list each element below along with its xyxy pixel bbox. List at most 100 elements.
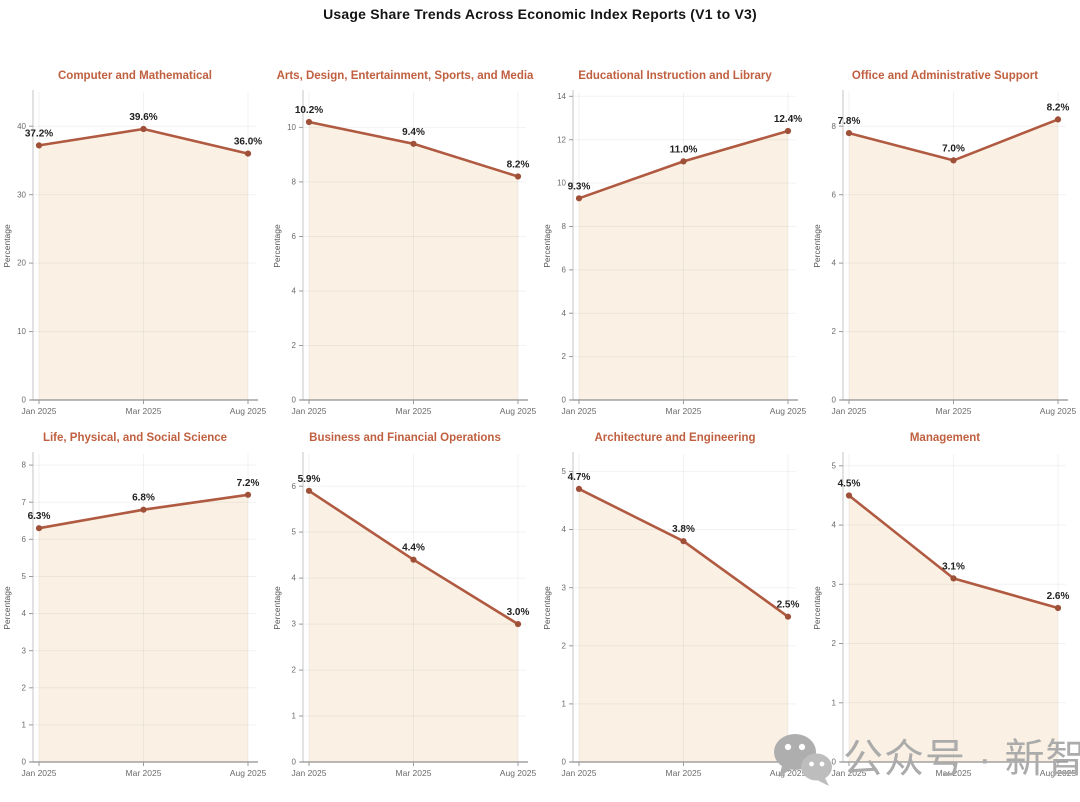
y-tick-label: 5 xyxy=(832,461,837,470)
x-tick-label: Jan 2025 xyxy=(832,406,867,416)
y-axis-label: Percentage xyxy=(542,224,552,268)
y-tick-label: 5 xyxy=(22,572,27,581)
y-tick-label: 3 xyxy=(22,646,27,655)
data-point-marker xyxy=(575,195,583,202)
subplot-plot-area: 0 10 20 30 40 Jan 2025 Mar 2025 Aug 2025 Percent… xyxy=(2,90,267,416)
data-point-label: 3.8% xyxy=(672,524,695,535)
x-tick-label: Jan 2025 xyxy=(292,406,327,416)
y-tick-label: 4 xyxy=(22,609,27,618)
x-tick-label: Jan 2025 xyxy=(562,406,597,416)
y-tick-label: 5 xyxy=(292,528,297,537)
x-tick-label: Aug 2025 xyxy=(230,406,267,416)
subplot-plot-area: 0 1 2 3 4 5 6 7 8 Jan 2025 Mar 2025 Aug 2025 Percent… xyxy=(2,452,267,778)
y-tick-label: 6 xyxy=(292,482,297,491)
y-tick-label: 8 xyxy=(832,122,837,131)
y-tick-label: 1 xyxy=(832,698,837,707)
figure-title: Usage Share Trends Across Economic Index… xyxy=(323,6,757,22)
y-axis-label: Percentage xyxy=(272,224,282,268)
y-tick-label: 0 xyxy=(562,396,567,405)
y-tick-label: 4 xyxy=(562,309,567,318)
y-tick-label: 6 xyxy=(562,265,567,274)
x-tick-label: Aug 2025 xyxy=(1040,768,1077,778)
x-tick-label: Aug 2025 xyxy=(770,768,807,778)
data-point-label: 10.2% xyxy=(295,105,323,116)
subplot-plot-area: 0 2 4 6 8 Jan 2025 Mar 2025 Aug 2025 Percentage 7… xyxy=(812,90,1076,416)
y-tick-label: 10 xyxy=(287,123,296,132)
y-tick-label: 2 xyxy=(22,683,27,692)
y-tick-label: 2 xyxy=(832,639,837,648)
y-tick-label: 2 xyxy=(562,641,567,650)
data-point-label: 9.4% xyxy=(402,127,425,138)
subplot-computer-and-mathematical: Computer and Mathematical 0 10 20 30 40 Jan 20… xyxy=(0,68,270,430)
data-point-label: 4.5% xyxy=(838,479,861,490)
y-tick-label: 6 xyxy=(832,190,837,199)
x-tick-label: Aug 2025 xyxy=(500,406,537,416)
data-point-label: 3.0% xyxy=(507,607,530,618)
data-point-label: 8.2% xyxy=(1047,102,1070,113)
subplot-title: Educational Instruction and Library xyxy=(578,70,772,82)
y-tick-label: 2 xyxy=(832,327,837,336)
x-tick-label: Aug 2025 xyxy=(230,768,267,778)
subplot-business-and-financial-operations: Business and Financial Operations 0 1 2 3 4 5 6… xyxy=(270,430,540,792)
data-point-marker xyxy=(305,487,313,494)
data-point-marker xyxy=(575,485,583,492)
y-tick-label: 1 xyxy=(562,699,567,708)
x-tick-label: Jan 2025 xyxy=(562,768,597,778)
y-tick-label: 4 xyxy=(562,525,567,534)
y-axis-label: Percentage xyxy=(272,586,282,630)
area-fill xyxy=(579,488,788,762)
subplot-architecture-and-engineering: Architecture and Engineering 0 1 2 3 4 5 Jan 20… xyxy=(540,430,810,792)
area-fill xyxy=(849,119,1058,401)
data-point-label: 9.3% xyxy=(568,181,591,192)
y-tick-label: 0 xyxy=(562,758,567,767)
subplot-title: Office and Administrative Support xyxy=(851,70,1039,82)
x-tick-label: Mar 2025 xyxy=(396,406,432,416)
y-tick-label: 30 xyxy=(17,190,26,199)
data-point-marker xyxy=(140,125,147,133)
x-tick-label: Mar 2025 xyxy=(126,406,162,416)
area-fill xyxy=(309,490,518,762)
data-point-marker xyxy=(680,538,687,545)
data-point-label: 39.6% xyxy=(129,112,157,123)
subplot-plot-area: 0 1 2 3 4 5 Jan 2025 Mar 2025 Aug 2025 Percentage… xyxy=(812,452,1077,778)
area-fill xyxy=(39,129,248,400)
data-point-marker xyxy=(784,127,792,135)
data-point-marker xyxy=(140,506,147,513)
x-tick-label: Mar 2025 xyxy=(396,768,432,778)
subplot-plot-area: 0 2 4 6 8 10 Jan 2025 Mar 2025 Aug 2025 Percentag… xyxy=(272,90,537,416)
y-tick-label: 0 xyxy=(832,396,837,405)
data-point-label: 3.1% xyxy=(942,561,965,572)
y-tick-label: 0 xyxy=(292,396,297,405)
y-axis-label: Percentage xyxy=(812,586,822,630)
y-tick-label: 7 xyxy=(22,498,27,507)
y-tick-label: 20 xyxy=(17,259,26,268)
data-point-label: 6.3% xyxy=(28,511,51,522)
subplot-title: Management xyxy=(909,432,981,444)
subplot-educational-instruction-and-library: Educational Instruction and Library 0 2 4 6 8… xyxy=(540,68,810,430)
data-point-marker xyxy=(514,173,522,180)
subplot-plot-area: 0 1 2 3 4 5 6 Jan 2025 Mar 2025 Aug 2025 Percentag… xyxy=(272,452,536,778)
area-fill xyxy=(579,131,788,400)
x-tick-label: Jan 2025 xyxy=(22,406,57,416)
data-point-marker xyxy=(950,575,957,582)
y-tick-label: 3 xyxy=(832,580,837,589)
y-tick-label: 10 xyxy=(17,327,26,336)
y-tick-label: 8 xyxy=(292,177,297,186)
y-tick-label: 0 xyxy=(832,758,837,767)
y-tick-label: 0 xyxy=(292,758,297,767)
subplot-life-physical-and-social-science: Life, Physical, and Social Science 0 1 2 3 4 5… xyxy=(0,430,270,792)
area-fill xyxy=(39,494,248,762)
y-tick-label: 1 xyxy=(22,720,27,729)
y-tick-label: 8 xyxy=(562,222,567,231)
y-tick-label: 1 xyxy=(292,712,297,721)
data-point-marker xyxy=(410,140,417,147)
x-tick-label: Mar 2025 xyxy=(936,406,972,416)
data-point-label: 11.0% xyxy=(670,144,698,155)
y-axis-label: Percentage xyxy=(2,586,12,630)
subplot-title: Life, Physical, and Social Science xyxy=(42,432,228,444)
data-point-marker xyxy=(845,130,853,137)
data-point-marker xyxy=(35,525,43,532)
x-tick-label: Aug 2025 xyxy=(770,406,807,416)
data-point-label: 37.2% xyxy=(25,128,53,139)
